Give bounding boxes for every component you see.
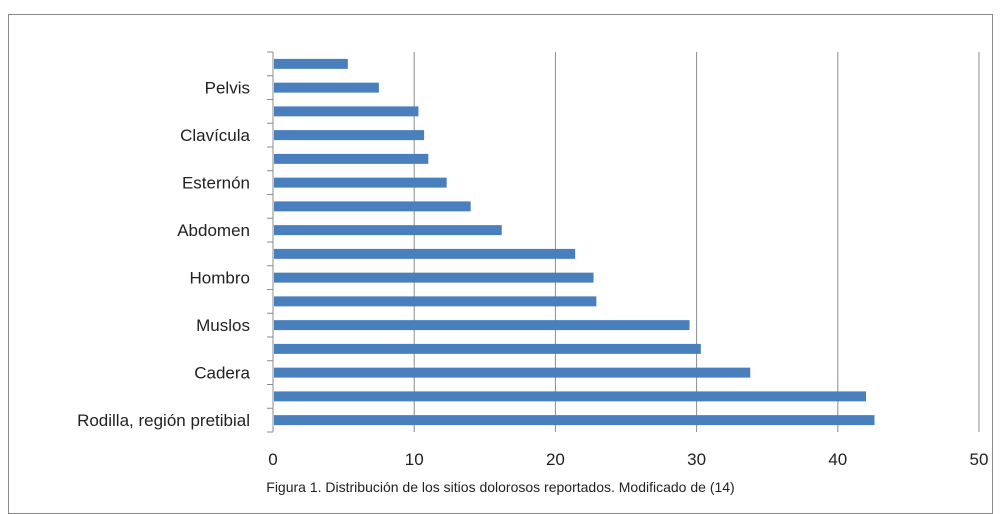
bar bbox=[274, 130, 425, 141]
category-label: Muslos bbox=[196, 316, 250, 335]
bar bbox=[274, 106, 419, 117]
bar bbox=[274, 320, 690, 331]
bar bbox=[274, 153, 429, 164]
bar-chart: 0 10 20 30 40 50 Rodilla, región pretibial Cad… bbox=[77, 51, 988, 469]
category-label: Clavícula bbox=[180, 126, 250, 145]
category-label: Cadera bbox=[194, 364, 250, 383]
bar bbox=[274, 58, 348, 69]
x-tick-label: 0 bbox=[268, 450, 277, 469]
bar bbox=[274, 296, 597, 307]
y-axis bbox=[267, 51, 274, 433]
x-tick-labels: 0 10 20 30 40 50 bbox=[268, 450, 988, 469]
x-tick-label: 20 bbox=[546, 450, 565, 469]
bars bbox=[274, 58, 875, 426]
x-tick-label: 30 bbox=[687, 450, 706, 469]
category-label: Pelvis bbox=[205, 79, 250, 98]
bar bbox=[274, 177, 447, 188]
x-tick-label: 50 bbox=[970, 450, 989, 469]
category-labels: Rodilla, región pretibial Cadera Muslos Hom… bbox=[77, 79, 250, 431]
category-label: Rodilla, región pretibial bbox=[77, 411, 250, 430]
bar bbox=[274, 367, 751, 378]
bar bbox=[274, 391, 867, 402]
bar bbox=[274, 415, 875, 426]
bar bbox=[274, 82, 379, 93]
category-label: Abdomen bbox=[177, 221, 250, 240]
x-tick-label: 10 bbox=[405, 450, 424, 469]
category-label: Esternón bbox=[182, 174, 250, 193]
bar bbox=[274, 225, 502, 236]
bar bbox=[274, 272, 594, 283]
x-tick-label: 40 bbox=[828, 450, 847, 469]
category-label: Hombro bbox=[190, 269, 250, 288]
bar bbox=[274, 201, 471, 212]
bar bbox=[274, 343, 701, 354]
figure-caption: Figura 1. Distribución de los sitios dol… bbox=[266, 479, 735, 495]
bar bbox=[274, 248, 576, 259]
